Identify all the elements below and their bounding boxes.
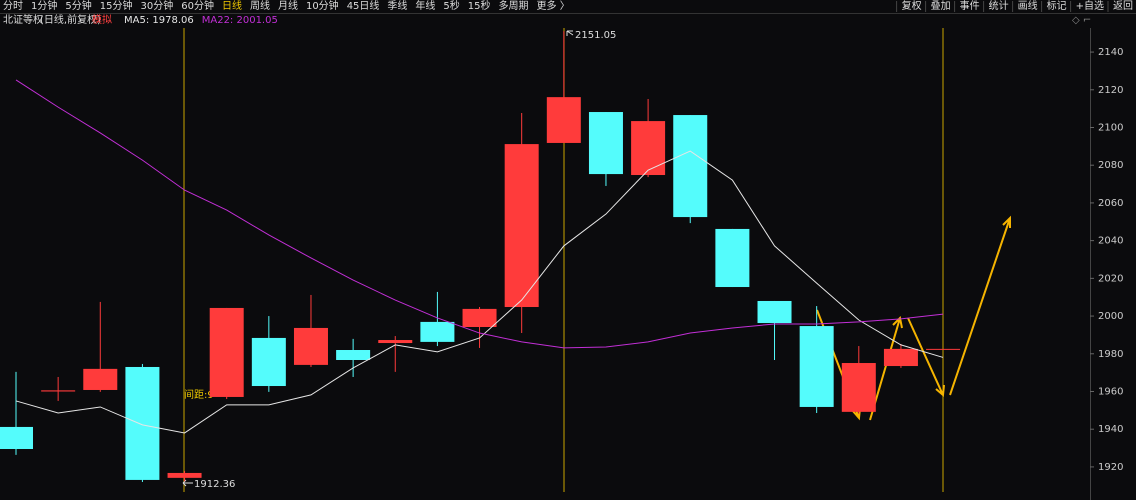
toolbar-tab[interactable]: 5分钟 [65,0,91,12]
toolbar-tab[interactable]: 5秒 [443,0,459,12]
candle-body [167,472,202,478]
candle-body [420,321,455,342]
candle-body [293,327,328,365]
toolbar-button[interactable]: 画线 [1018,0,1038,12]
toolbar-tab[interactable]: 60分钟 [181,0,214,12]
y-tick-label: 1980 [1098,349,1123,360]
candle-body [926,348,961,350]
icons[interactable]: ◇ ⌐ [1072,15,1091,26]
toolbar-tab[interactable]: 分时 [3,0,23,12]
toolbar-tab[interactable]: 年线 [415,0,435,12]
sim-badge: 模拟 [92,13,112,26]
toolbar-tab[interactable]: 月线 [278,0,298,12]
candle-body [251,337,286,387]
candle-body [504,144,539,308]
toolbar-button[interactable]: 复权 [902,0,922,12]
candle-body [462,308,497,327]
y-tick-label: 2000 [1098,311,1123,322]
toolbar-tab[interactable]: 日线 [222,0,242,12]
min-label: 1912.36 [194,479,235,490]
y-tick-label: 2120 [1098,85,1123,96]
ma-line [15,79,944,349]
toolbar-tab[interactable]: 15分钟 [100,0,133,12]
arrow [949,215,1011,396]
legend-entry: MA22: 2001.05 [202,15,278,26]
toolbar-tab[interactable]: 30分钟 [140,0,173,12]
candle-body [757,300,792,324]
y-tick-label: 2040 [1098,236,1123,247]
arrow [907,317,945,398]
candle-body [83,368,118,390]
chart-mode: (日线,前复权) [40,13,101,26]
candle-body [41,390,76,392]
toolbar-button[interactable]: 叠加 [931,0,951,12]
candle-body [883,348,918,367]
candle-body [841,363,876,412]
toolbar-tab[interactable]: 季线 [387,0,407,12]
candle-body [378,340,413,344]
toolbar-tab[interactable]: 多周期 [499,0,529,12]
y-tick-label: 2080 [1098,160,1123,171]
y-tick-label: 2100 [1098,122,1123,133]
y-tick-label: 2060 [1098,198,1123,209]
toolbar-tab[interactable]: 15秒 [468,0,491,12]
candle-body [125,366,160,480]
toolbar-button[interactable]: 标记 [1047,0,1067,12]
toolbar-button[interactable]: 事件 [960,0,980,12]
min-arrow [182,479,193,487]
candle-body [546,97,581,143]
max-arrow [566,30,574,36]
y-tick-label: 2140 [1098,47,1123,58]
toolbar-button[interactable]: +自选 [1076,0,1104,12]
candle-body [0,426,33,450]
max-label: 2151.05 [575,30,616,41]
y-tick-label: 1940 [1098,424,1123,435]
toolbar-button[interactable]: 统计 [989,0,1009,12]
ma-line [15,150,944,434]
candle-body [631,121,666,176]
toolbar-tab[interactable]: 45日线 [347,0,380,12]
index-title: 北证等权 [3,13,43,26]
candle-body [336,350,371,360]
toolbar-tab[interactable]: 周线 [250,0,270,12]
candle-body [673,115,708,218]
y-tick-label: 2020 [1098,273,1123,284]
distance-label: 间距:9 [184,388,214,401]
toolbar-tab[interactable]: 1分钟 [31,0,57,12]
legend-entry: MA5: 1978.06 [124,15,194,26]
y-tick-label: 1920 [1098,462,1123,473]
candle-body [799,326,834,407]
candle-body [209,307,244,397]
toolbar-button[interactable]: 返回 [1113,0,1133,12]
toolbar-tab[interactable]: 10分钟 [306,0,339,12]
y-tick-label: 1960 [1098,386,1123,397]
toolbar-tab[interactable]: 更多 〉 [537,0,570,12]
candle-body [715,228,750,288]
candle-body [588,112,623,175]
